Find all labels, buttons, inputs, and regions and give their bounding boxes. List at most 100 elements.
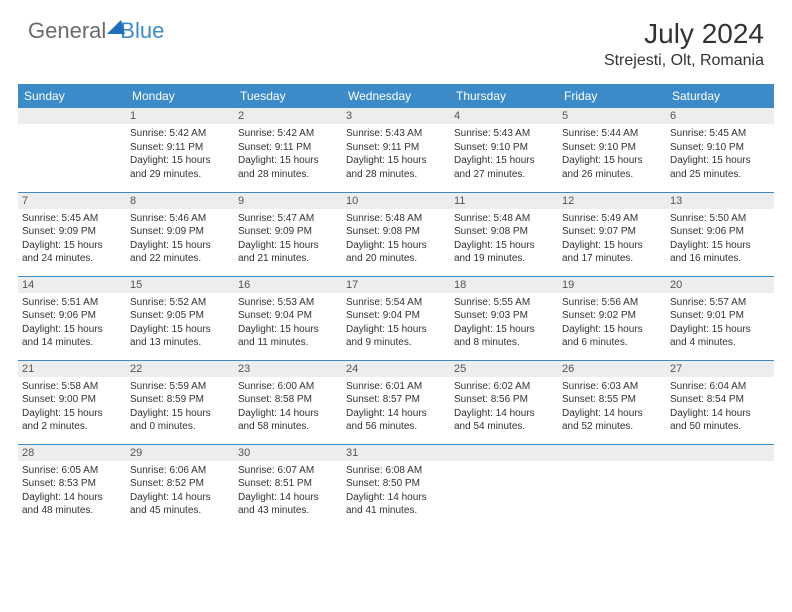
day-sunset: Sunset: 9:10 PM <box>562 141 662 155</box>
day-daylight1: Daylight: 15 hours <box>238 154 338 168</box>
col-thursday: Thursday <box>450 84 558 108</box>
day-daylight1: Daylight: 14 hours <box>562 407 662 421</box>
day-daylight1: Daylight: 15 hours <box>22 407 122 421</box>
day-daylight2: and 8 minutes. <box>454 336 554 350</box>
day-number: 20 <box>666 277 774 293</box>
day-sunrise: Sunrise: 5:52 AM <box>130 296 230 310</box>
day-daylight2: and 4 minutes. <box>670 336 770 350</box>
day-number: 21 <box>18 361 126 377</box>
calendar-day-cell: 24 Sunrise: 6:01 AMSunset: 8:57 PMDayligh… <box>342 360 450 444</box>
day-number <box>666 445 774 461</box>
day-sunrise: Sunrise: 5:42 AM <box>238 127 338 141</box>
calendar-day-cell: 31Sunrise: 6:08 AMSunset: 8:50 PMDayligh… <box>342 444 450 528</box>
day-sunset: Sunset: 9:11 PM <box>346 141 446 155</box>
day-number: 22 <box>126 361 234 377</box>
calendar-day-cell: 5Sunrise: 5:44 AMSunset: 9:10 PMDaylight… <box>558 108 666 192</box>
calendar-day-cell: 19Sunrise: 5:56 AMSunset: 9:02 PMDayligh… <box>558 276 666 360</box>
day-daylight2: and 58 minutes. <box>238 420 338 434</box>
day-sunset: Sunset: 8:51 PM <box>238 477 338 491</box>
col-wednesday: Wednesday <box>342 84 450 108</box>
day-sunrise: Sunrise: 6:07 AM <box>238 464 338 478</box>
page-header: General Blue July 2024 Strejesti, Olt, R… <box>0 0 792 78</box>
day-sunrise: Sunrise: 5:46 AM <box>130 212 230 226</box>
day-daylight1: Daylight: 15 hours <box>130 407 230 421</box>
calendar-day-cell: 10Sunrise: 5:48 AMSunset: 9:08 PMDayligh… <box>342 192 450 276</box>
day-sunrise: Sunrise: 5:43 AM <box>346 127 446 141</box>
day-daylight1: Daylight: 15 hours <box>346 323 446 337</box>
day-sunrise: Sunrise: 5:54 AM <box>346 296 446 310</box>
day-sunrise: Sunrise: 6:03 AM <box>562 380 662 394</box>
day-number <box>18 108 126 124</box>
calendar-day-cell: 12Sunrise: 5:49 AMSunset: 9:07 PMDayligh… <box>558 192 666 276</box>
day-sunrise: Sunrise: 6:08 AM <box>346 464 446 478</box>
day-daylight1: Daylight: 15 hours <box>130 323 230 337</box>
calendar-week-row: 21Sunrise: 5:58 AMSunset: 9:00 PMDayligh… <box>18 360 774 444</box>
logo-text-general: General <box>28 18 106 44</box>
day-sunrise: Sunrise: 5:47 AM <box>238 212 338 226</box>
calendar-day-cell: 1Sunrise: 5:42 AMSunset: 9:11 PMDaylight… <box>126 108 234 192</box>
day-daylight2: and 20 minutes. <box>346 252 446 266</box>
calendar-day-cell: 16Sunrise: 5:53 AMSunset: 9:04 PMDayligh… <box>234 276 342 360</box>
day-daylight1: Daylight: 15 hours <box>454 154 554 168</box>
calendar-day-cell: 20Sunrise: 5:57 AMSunset: 9:01 PMDayligh… <box>666 276 774 360</box>
day-daylight2: and 17 minutes. <box>562 252 662 266</box>
day-daylight2: and 11 minutes. <box>238 336 338 350</box>
day-number: 18 <box>450 277 558 293</box>
day-sunset: Sunset: 8:57 PM <box>346 393 446 407</box>
calendar-day-cell: 11Sunrise: 5:48 AMSunset: 9:08 PMDayligh… <box>450 192 558 276</box>
day-daylight1: Daylight: 15 hours <box>238 323 338 337</box>
calendar-week-row: 7Sunrise: 5:45 AMSunset: 9:09 PMDaylight… <box>18 192 774 276</box>
day-daylight2: and 28 minutes. <box>238 168 338 182</box>
day-sunrise: Sunrise: 5:55 AM <box>454 296 554 310</box>
day-sunrise: Sunrise: 6:01 AM <box>346 380 446 394</box>
day-daylight2: and 27 minutes. <box>454 168 554 182</box>
day-number: 4 <box>450 108 558 124</box>
calendar-day-cell: 14Sunrise: 5:51 AMSunset: 9:06 PMDayligh… <box>18 276 126 360</box>
day-sunrise: Sunrise: 5:59 AM <box>130 380 230 394</box>
day-sunset: Sunset: 9:09 PM <box>22 225 122 239</box>
day-sunset: Sunset: 9:11 PM <box>130 141 230 155</box>
day-sunset: Sunset: 9:04 PM <box>346 309 446 323</box>
day-number: 8 <box>126 193 234 209</box>
day-daylight2: and 41 minutes. <box>346 504 446 518</box>
calendar-day-cell: 4 Sunrise: 5:43 AMSunset: 9:10 PMDaylight… <box>450 108 558 192</box>
day-sunset: Sunset: 8:50 PM <box>346 477 446 491</box>
day-sunset: Sunset: 9:10 PM <box>454 141 554 155</box>
day-sunrise: Sunrise: 5:43 AM <box>454 127 554 141</box>
day-daylight1: Daylight: 14 hours <box>346 491 446 505</box>
day-daylight1: Daylight: 14 hours <box>346 407 446 421</box>
day-daylight1: Daylight: 15 hours <box>562 323 662 337</box>
day-number: 6 <box>666 108 774 124</box>
day-number: 10 <box>342 193 450 209</box>
day-sunset: Sunset: 8:59 PM <box>130 393 230 407</box>
day-daylight2: and 26 minutes. <box>562 168 662 182</box>
day-daylight1: Daylight: 15 hours <box>346 239 446 253</box>
day-daylight1: Daylight: 15 hours <box>130 154 230 168</box>
day-sunset: Sunset: 9:11 PM <box>238 141 338 155</box>
day-number: 23 <box>234 361 342 377</box>
day-daylight1: Daylight: 15 hours <box>454 323 554 337</box>
day-daylight2: and 13 minutes. <box>130 336 230 350</box>
day-sunset: Sunset: 9:09 PM <box>238 225 338 239</box>
day-sunset: Sunset: 8:54 PM <box>670 393 770 407</box>
day-number: 7 <box>18 193 126 209</box>
col-saturday: Saturday <box>666 84 774 108</box>
calendar-day-cell: 2Sunrise: 5:42 AMSunset: 9:11 PMDaylight… <box>234 108 342 192</box>
day-number: 29 <box>126 445 234 461</box>
day-number: 27 <box>666 361 774 377</box>
day-sunrise: Sunrise: 6:06 AM <box>130 464 230 478</box>
day-sunset: Sunset: 9:09 PM <box>130 225 230 239</box>
day-sunrise: Sunrise: 6:02 AM <box>454 380 554 394</box>
day-sunrise: Sunrise: 5:53 AM <box>238 296 338 310</box>
day-daylight2: and 21 minutes. <box>238 252 338 266</box>
day-sunrise: Sunrise: 6:05 AM <box>22 464 122 478</box>
calendar-head: Sunday Monday Tuesday Wednesday Thursday… <box>18 84 774 108</box>
day-sunrise: Sunrise: 5:42 AM <box>130 127 230 141</box>
day-daylight1: Daylight: 15 hours <box>454 239 554 253</box>
day-number: 28 <box>18 445 126 461</box>
day-daylight1: Daylight: 14 hours <box>130 491 230 505</box>
day-daylight2: and 19 minutes. <box>454 252 554 266</box>
day-number: 24 <box>342 361 450 377</box>
day-sunrise: Sunrise: 5:48 AM <box>346 212 446 226</box>
day-daylight2: and 54 minutes. <box>454 420 554 434</box>
